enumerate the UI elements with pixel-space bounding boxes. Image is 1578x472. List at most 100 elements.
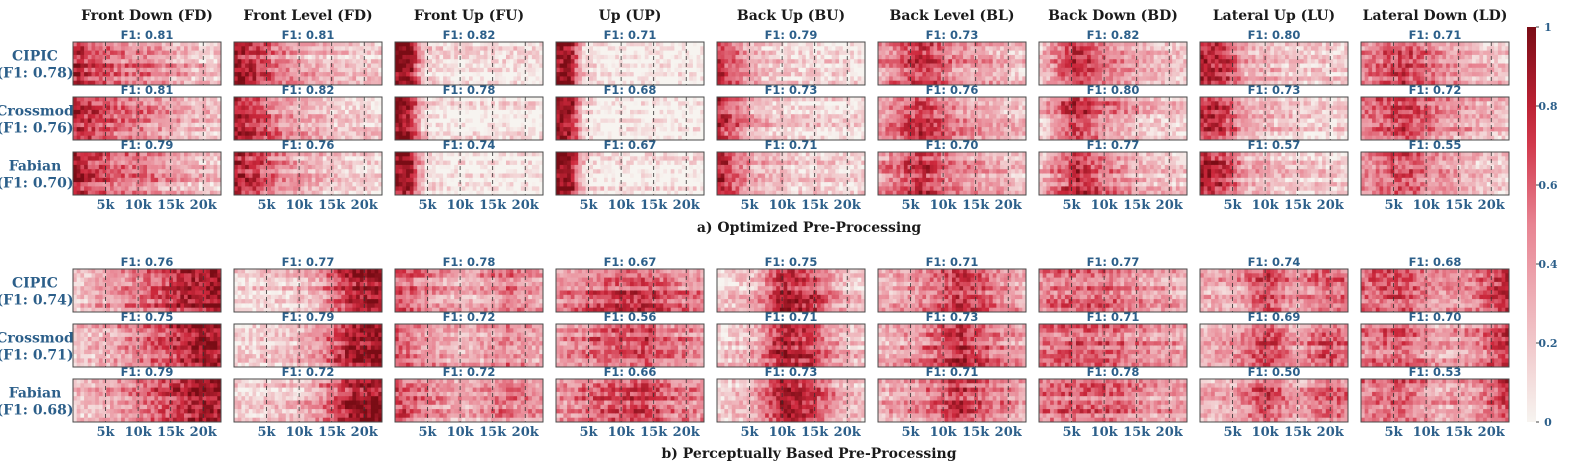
heatmap-panel bbox=[234, 97, 383, 141]
heatmap-cell bbox=[513, 42, 517, 47]
heatmap-cell bbox=[904, 46, 908, 51]
heatmap-cell bbox=[1380, 72, 1384, 77]
heatmap-cell bbox=[1472, 59, 1476, 64]
heatmap-cell bbox=[922, 46, 926, 51]
heatmap-cell bbox=[267, 42, 271, 47]
heatmap-cell bbox=[1413, 46, 1417, 51]
heatmap-cell bbox=[436, 72, 440, 77]
heatmap-cell bbox=[878, 64, 882, 69]
heatmap-cell bbox=[238, 68, 242, 73]
heatmap-cell bbox=[352, 114, 356, 119]
heatmap-cell bbox=[637, 68, 641, 73]
heatmap-cell bbox=[1011, 68, 1015, 73]
heatmap-cell bbox=[600, 64, 604, 69]
heatmap-cell bbox=[375, 110, 379, 115]
heatmap-cell bbox=[304, 42, 308, 47]
heatmap-cell bbox=[623, 59, 627, 64]
heatmap-cell bbox=[301, 42, 305, 47]
heatmap-cell bbox=[674, 46, 678, 51]
heatmap-cell bbox=[536, 46, 540, 51]
heatmap-cell bbox=[959, 59, 963, 64]
heatmap-cell bbox=[802, 72, 806, 77]
heatmap-cell bbox=[1083, 64, 1087, 69]
heatmap-cell bbox=[140, 46, 144, 51]
heatmap-cell bbox=[1039, 55, 1043, 60]
heatmap-cell bbox=[154, 114, 158, 119]
heatmap-cell bbox=[1222, 68, 1226, 73]
heatmap-cell bbox=[795, 64, 799, 69]
heatmap-cell bbox=[447, 131, 451, 136]
heatmap-cell bbox=[948, 68, 952, 73]
heatmap-cell bbox=[73, 64, 77, 69]
heatmap-cell bbox=[1050, 46, 1054, 51]
heatmap-cell bbox=[158, 59, 162, 64]
heatmap-cell bbox=[1050, 59, 1054, 64]
heatmap-cell bbox=[184, 59, 188, 64]
heatmap-cell bbox=[371, 55, 375, 60]
heatmap-cell bbox=[832, 59, 836, 64]
heatmap-cell bbox=[395, 119, 399, 124]
heatmap-cell bbox=[99, 127, 103, 132]
heatmap-cell bbox=[293, 72, 297, 77]
heatmap-cell bbox=[1004, 76, 1008, 81]
heatmap-cell bbox=[282, 72, 286, 77]
heatmap-cell bbox=[885, 51, 889, 56]
column-header: Lateral Up (LU) bbox=[1213, 8, 1335, 24]
heatmap-cell bbox=[586, 64, 590, 69]
heatmap-cell bbox=[1428, 64, 1432, 69]
heatmap-cell bbox=[143, 46, 147, 51]
heatmap-cell bbox=[885, 72, 889, 77]
heatmap-cell bbox=[930, 46, 934, 51]
heatmap-cell bbox=[480, 106, 484, 111]
heatmap-cell bbox=[1483, 72, 1487, 77]
heatmap-cell bbox=[495, 72, 499, 77]
heatmap-cell bbox=[556, 131, 560, 136]
heatmap-cell bbox=[1069, 64, 1073, 69]
heatmap-cell bbox=[1368, 64, 1372, 69]
heatmap-cell bbox=[1233, 51, 1237, 56]
heatmap-cell bbox=[506, 119, 510, 124]
heatmap-cell bbox=[747, 55, 751, 60]
heatmap-cell bbox=[210, 97, 214, 102]
heatmap-cell bbox=[1380, 51, 1384, 56]
heatmap-cell bbox=[399, 110, 403, 115]
heatmap-cell bbox=[1318, 55, 1322, 60]
heatmap-cell bbox=[158, 97, 162, 102]
heatmap-cell bbox=[1461, 72, 1465, 77]
heatmap-cell bbox=[671, 59, 675, 64]
heatmap-cell bbox=[162, 123, 166, 128]
heatmap-cell bbox=[567, 101, 571, 106]
heatmap-cell bbox=[1259, 55, 1263, 60]
heatmap-cell bbox=[1043, 46, 1047, 51]
heatmap-cell bbox=[1132, 42, 1136, 47]
heatmap-cell bbox=[528, 131, 532, 136]
heatmap-cell bbox=[952, 42, 956, 47]
heatmap-cell bbox=[889, 76, 893, 81]
heatmap-cell bbox=[169, 123, 173, 128]
heatmap-cell bbox=[253, 97, 257, 102]
heatmap-cell bbox=[510, 131, 514, 136]
heatmap-cell bbox=[1296, 68, 1300, 73]
heatmap-cell bbox=[787, 51, 791, 56]
heatmap-cell bbox=[1487, 76, 1491, 81]
heatmap-cell bbox=[367, 72, 371, 77]
heatmap-cell bbox=[180, 76, 184, 81]
heatmap-cell bbox=[513, 76, 517, 81]
heatmap-cell bbox=[319, 72, 323, 77]
heatmap-cell bbox=[143, 55, 147, 60]
heatmap-cell bbox=[375, 101, 379, 106]
heatmap-cell bbox=[1383, 64, 1387, 69]
heatmap-cell bbox=[323, 76, 327, 81]
heatmap-cell bbox=[234, 119, 238, 124]
heatmap-cell bbox=[469, 76, 473, 81]
heatmap-cell bbox=[271, 55, 275, 60]
heatmap-cell bbox=[556, 123, 560, 128]
heatmap-cell bbox=[1117, 55, 1121, 60]
heatmap-cell bbox=[761, 46, 765, 51]
heatmap-cell bbox=[253, 64, 257, 69]
heatmap-cell bbox=[634, 55, 638, 60]
heatmap-cell bbox=[517, 55, 521, 60]
heatmap-cell bbox=[323, 51, 327, 56]
heatmap-cell bbox=[1394, 72, 1398, 77]
heatmap-cell bbox=[352, 76, 356, 81]
